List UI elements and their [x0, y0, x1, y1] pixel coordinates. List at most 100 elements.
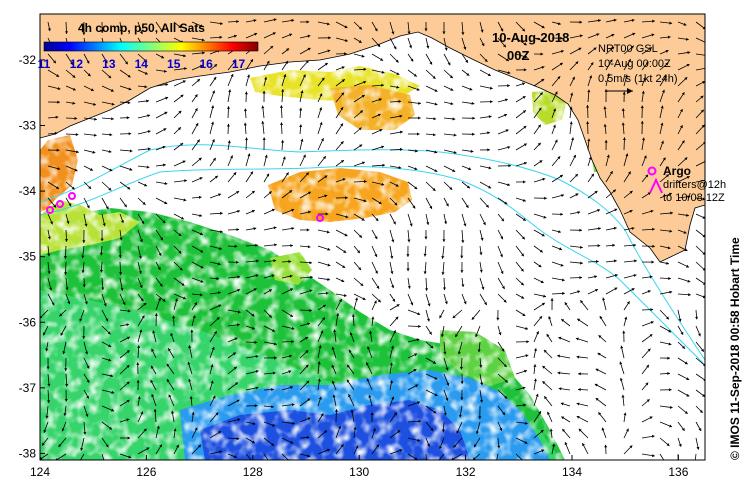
current-vector-head [554, 91, 558, 95]
current-vector-head [686, 377, 690, 380]
current-vector-head [458, 414, 462, 418]
current-vector-head [536, 331, 539, 335]
current-vector-head [261, 105, 265, 109]
current-vector-head [105, 318, 109, 322]
current-vector-head [57, 167, 61, 170]
current-vector-head [663, 75, 667, 79]
current-vector-head [233, 366, 237, 370]
current-vector-head [63, 413, 67, 416]
current-vector-head [398, 166, 402, 170]
current-vector-head [271, 388, 274, 392]
current-vector-head [544, 396, 547, 400]
current-vector-head [332, 394, 336, 398]
current-vector-head [434, 102, 438, 106]
current-vector-head [391, 396, 395, 400]
current-vector-head [129, 149, 133, 153]
current-vector-head [614, 208, 618, 212]
current-vector-head [700, 95, 704, 99]
current-vector-head [85, 351, 89, 355]
current-vector-head [540, 280, 544, 284]
current-vector-head [445, 397, 449, 401]
current-vector-head [318, 396, 322, 400]
current-vector-head [602, 297, 606, 301]
current-vector-head [395, 316, 399, 320]
current-vector-head [470, 149, 474, 153]
current-vector-head [598, 227, 601, 231]
current-vector-head [414, 457, 418, 460]
current-vector-head [461, 284, 465, 287]
current-vector-head [166, 363, 170, 367]
current-vector-head [496, 317, 500, 321]
current-vector-head [631, 18, 635, 22]
current-vector-head [579, 228, 582, 232]
current-vector-head [649, 275, 653, 279]
current-vector-head [341, 66, 345, 70]
argo-floats [46, 192, 324, 222]
current-vector-head [629, 190, 633, 194]
current-vector-head [432, 360, 436, 364]
current-vector-head [684, 77, 688, 81]
current-vector [695, 53, 705, 56]
current-vector-head [75, 133, 79, 137]
current-vector-head [344, 25, 348, 29]
current-vector-head [309, 308, 312, 312]
current-vector-head [416, 338, 420, 342]
current-vector-head [107, 331, 111, 335]
current-vector-head [200, 249, 204, 253]
current-vector-head [363, 80, 367, 84]
current-vector-head [460, 381, 464, 384]
current-vector-head [126, 350, 130, 354]
current-vector-head [375, 270, 378, 274]
current-vector-head [211, 347, 215, 350]
current-vector-head [629, 445, 633, 449]
current-vector-head [157, 267, 161, 270]
current-vector-head [47, 400, 51, 403]
current-vector-head [628, 59, 631, 63]
current-vector-head [559, 175, 563, 178]
current-vector-head [391, 345, 394, 349]
current-vector-head [165, 83, 169, 87]
current-vector-head [87, 73, 91, 77]
current-vector-head [575, 193, 579, 197]
current-vector-head [669, 405, 673, 409]
current-vector-head [255, 386, 259, 390]
current-vector-head [557, 22, 561, 26]
current-vector-head [164, 111, 168, 115]
current-vector-head [212, 395, 216, 399]
current-vector-head [394, 202, 398, 206]
current-vector-head [475, 431, 479, 434]
current-vector-head [533, 378, 537, 382]
current-vector-head [535, 393, 539, 397]
current-vector-head [701, 124, 705, 128]
current-vector-head [571, 137, 574, 141]
current-vector-head [700, 109, 704, 113]
current-vector-head [140, 298, 144, 302]
current-vector-head [351, 314, 355, 317]
current-vector-head [479, 365, 483, 368]
current-vector-head [520, 268, 524, 272]
current-vector-head [68, 203, 72, 207]
current-vector-head [501, 348, 505, 352]
current-vector-head [319, 122, 323, 125]
current-vector-head [321, 77, 325, 81]
current-vector-head [441, 256, 445, 259]
current-vector-head [289, 274, 293, 278]
current-vector-head [237, 275, 240, 279]
current-vector-head [143, 428, 147, 432]
current-vector-head [243, 122, 247, 126]
current-vector-head [86, 60, 90, 64]
current-vector-head [622, 137, 626, 140]
current-vector-head [426, 45, 430, 49]
current-vector-head [40, 315, 43, 319]
current-vector-head [522, 313, 526, 316]
current-vector-head [213, 76, 217, 80]
current-vector-head [178, 110, 182, 114]
current-vector-head [579, 276, 582, 280]
current-vector-head [625, 153, 629, 157]
current-vector-head [539, 249, 543, 253]
current-vector-head [522, 110, 526, 114]
current-vector-head [446, 382, 450, 386]
current-vector-head [683, 230, 687, 234]
current-vector-head [285, 60, 288, 64]
current-vector-head [141, 221, 145, 224]
